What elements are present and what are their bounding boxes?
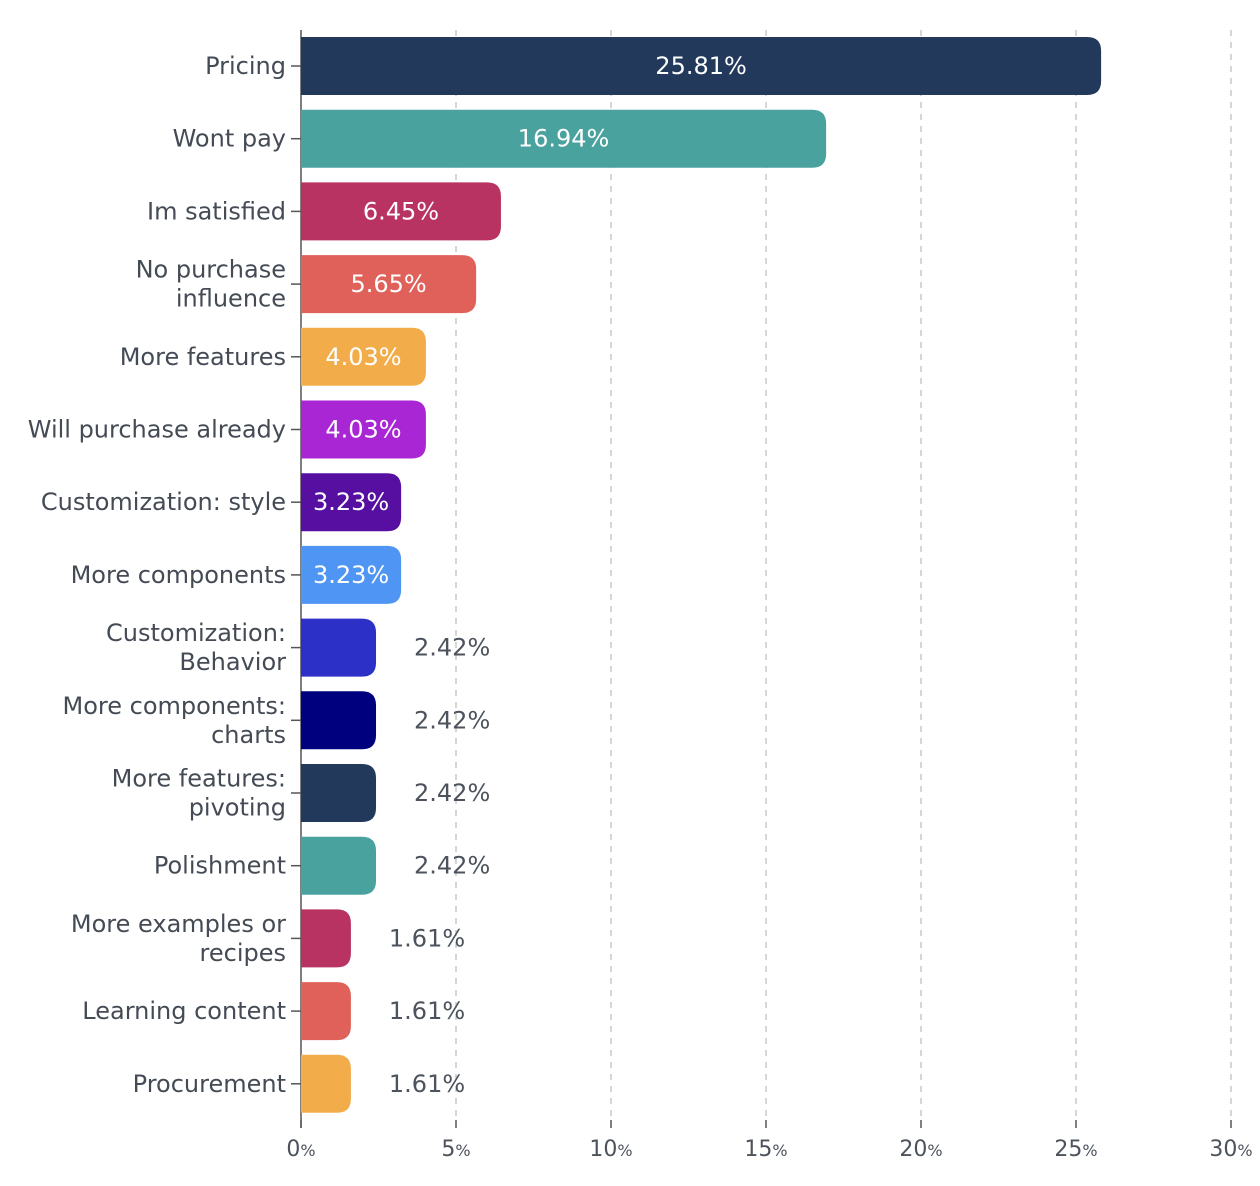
x-tick-label-5: 5%	[441, 1137, 470, 1162]
x-tick-label-15: 15%	[744, 1137, 787, 1162]
value-label-11: 2.42%	[414, 852, 490, 880]
bars	[301, 37, 1102, 1113]
bar-2	[301, 182, 501, 241]
category-label-5: Will purchase already	[28, 416, 286, 444]
category-label-0: Pricing	[205, 52, 286, 80]
value-label-6: 3.23%	[313, 488, 389, 516]
bar-7	[301, 545, 402, 604]
value-label-9: 2.42%	[414, 706, 490, 734]
value-label-12: 1.61%	[389, 924, 465, 952]
x-tick-label-25: 25%	[1054, 1137, 1097, 1162]
bar-14	[301, 1054, 351, 1113]
bar-1	[301, 109, 827, 168]
bar-3	[301, 255, 477, 314]
bar-12	[301, 909, 351, 968]
category-label-9-line-1: charts	[211, 721, 286, 749]
category-label-10-line-1: pivoting	[189, 794, 286, 822]
value-label-10: 2.42%	[414, 779, 490, 807]
value-label-1: 16.94%	[518, 125, 610, 153]
category-label-11: Polishment	[154, 852, 286, 880]
grid-lines	[455, 30, 1232, 1120]
bar-10	[301, 764, 377, 822]
bar-11	[301, 836, 377, 895]
category-label-9-line-0: More components:	[63, 692, 287, 720]
value-label-7: 3.23%	[313, 561, 389, 589]
bar-9	[301, 691, 377, 750]
category-label-12-line-0: More examples or	[71, 910, 286, 938]
value-label-3: 5.65%	[350, 270, 426, 298]
x-tick-label-0: 0%	[286, 1137, 315, 1162]
category-label-8-line-1: Behavior	[179, 648, 286, 676]
category-label-10-line-0: More features:	[112, 765, 286, 793]
category-label-7: More components	[71, 561, 286, 589]
value-label-14: 1.61%	[389, 1070, 465, 1098]
category-label-6: Customization: style	[41, 488, 286, 516]
bar-13	[301, 982, 351, 1041]
value-label-2: 6.45%	[363, 197, 439, 225]
labels: Pricing 25.81% Wont pay 16.94% Im satisfied 6…	[28, 52, 747, 1098]
value-label-5: 4.03%	[325, 416, 401, 444]
category-label-14: Procurement	[133, 1070, 286, 1098]
category-label-3-line-1: influence	[176, 285, 286, 313]
x-tick-label-10: 10%	[589, 1137, 632, 1162]
value-label-13: 1.61%	[389, 997, 465, 1025]
value-label-0: 25.81%	[655, 52, 747, 80]
category-label-3-line-0: No purchase	[136, 256, 286, 284]
category-label-13: Learning content	[82, 997, 286, 1025]
category-label-12-line-1: recipes	[200, 939, 286, 967]
bar-6	[301, 473, 402, 532]
category-label-8-line-0: Customization:	[106, 619, 286, 647]
category-label-1: Wont pay	[173, 125, 286, 153]
bar-0	[301, 37, 1102, 95]
x-tick-label-30: 30%	[1209, 1137, 1252, 1162]
category-label-2: Im satisfied	[147, 197, 286, 225]
bar-5	[301, 400, 426, 459]
category-label-4: More features	[120, 343, 286, 371]
bar-8	[301, 618, 377, 677]
bar-4	[301, 327, 426, 386]
value-label-4: 4.03%	[325, 343, 401, 371]
x-tick-label-20: 20%	[899, 1137, 942, 1162]
value-label-8: 2.42%	[414, 634, 490, 662]
